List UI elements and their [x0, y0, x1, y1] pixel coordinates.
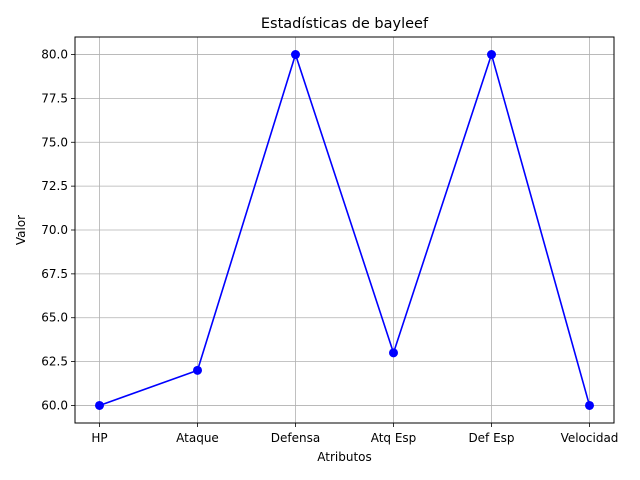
x-tick-label: Def Esp: [468, 431, 514, 445]
x-axis-label: Atributos: [317, 450, 372, 464]
x-tick-label: Defensa: [271, 431, 320, 445]
y-tick-label: 62.5: [41, 355, 68, 369]
y-tick-label: 72.5: [41, 179, 68, 193]
data-point-marker: [193, 365, 202, 375]
series-line-path: [99, 53, 591, 407]
data-point-marker: [585, 400, 594, 410]
grid: [75, 37, 614, 423]
data-point-marker: [487, 50, 496, 60]
data-point-marker: [389, 348, 398, 358]
x-tick-label: Ataque: [176, 431, 219, 445]
chart-title: Estadísticas de bayleef: [261, 16, 429, 32]
y-tick-label: 77.5: [41, 91, 68, 105]
data-point-marker: [95, 400, 104, 410]
y-tick-label: 70.0: [41, 223, 68, 237]
series-line: [95, 50, 594, 410]
x-tick-label: Velocidad: [561, 431, 619, 445]
x-tick-label: Atq Esp: [371, 431, 417, 445]
y-tick-label: 65.0: [41, 311, 68, 325]
data-point-marker: [291, 50, 300, 60]
y-tick-label: 67.5: [41, 267, 68, 281]
axis-ticks: HP Ataque Defensa Atq Esp Def Esp Velocidad 60…: [41, 48, 618, 445]
y-axis-label: Valor: [14, 215, 28, 245]
y-tick-label: 80.0: [41, 48, 68, 62]
y-tick-label: 75.0: [41, 135, 68, 149]
x-tick-label: HP: [91, 431, 107, 445]
y-tick-label: 60.0: [41, 398, 68, 412]
